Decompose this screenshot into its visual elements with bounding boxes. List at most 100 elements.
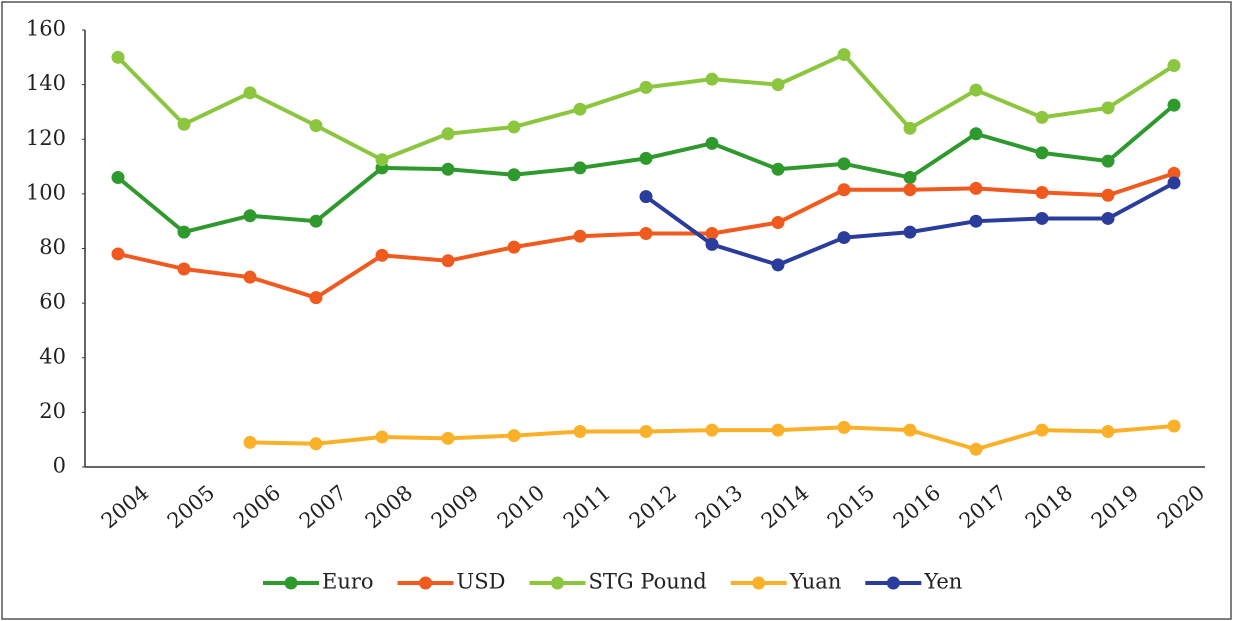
data-point <box>111 50 125 64</box>
data-point <box>705 72 719 86</box>
y-tick-label: 80 <box>39 235 66 259</box>
data-point <box>573 424 587 438</box>
x-tick-label: 2018 <box>1021 480 1077 533</box>
data-point <box>309 437 323 451</box>
data-point <box>771 162 785 176</box>
data-point <box>771 78 785 92</box>
data-point <box>705 423 719 437</box>
data-point <box>837 157 851 171</box>
x-tick-label: 2009 <box>427 480 483 533</box>
data-point <box>903 423 917 437</box>
x-tick-label: 2016 <box>889 480 945 533</box>
data-point <box>1101 101 1115 115</box>
data-point <box>1035 186 1049 200</box>
x-tick-label: 2015 <box>823 480 879 533</box>
data-point <box>1035 211 1049 225</box>
legend-label: Euro <box>322 570 374 594</box>
data-point <box>573 102 587 116</box>
data-point <box>969 181 983 195</box>
series-line <box>116 103 1176 235</box>
data-point <box>309 119 323 133</box>
legend-marker <box>284 576 298 590</box>
x-tick-label: 2011 <box>559 480 615 533</box>
x-tick-label: 2017 <box>955 480 1011 533</box>
data-point <box>837 183 851 197</box>
data-point <box>375 430 389 444</box>
data-point <box>507 168 521 182</box>
data-point <box>111 170 125 184</box>
data-point <box>441 254 455 268</box>
data-point <box>573 229 587 243</box>
x-tick-label: 2007 <box>295 480 351 533</box>
y-tick-label: 40 <box>39 344 66 368</box>
data-point <box>1167 166 1181 180</box>
data-point <box>573 161 587 175</box>
data-point <box>243 270 257 284</box>
x-tick-label: 2020 <box>1153 480 1209 533</box>
x-tick-label: 2019 <box>1087 480 1143 533</box>
x-tick-label: 2010 <box>493 480 549 533</box>
data-point <box>441 162 455 176</box>
data-point <box>639 80 653 94</box>
data-point <box>1167 59 1181 73</box>
x-tick-label: 2014 <box>757 480 813 533</box>
x-tick-label: 2012 <box>625 480 681 533</box>
data-point <box>639 226 653 240</box>
data-point <box>639 151 653 165</box>
data-point <box>1167 176 1181 190</box>
y-tick-label: 160 <box>26 17 66 41</box>
data-point <box>705 226 719 240</box>
data-point <box>177 225 191 239</box>
data-point <box>771 216 785 230</box>
x-tick-label: 2008 <box>361 480 417 533</box>
data-point <box>375 153 389 167</box>
x-tick-label: 2004 <box>97 480 153 533</box>
data-point <box>771 423 785 437</box>
data-point <box>375 248 389 262</box>
y-tick-label: 60 <box>39 290 66 314</box>
y-tick-label: 140 <box>26 71 66 95</box>
legend-marker <box>752 576 766 590</box>
legend-label: Yen <box>923 570 962 594</box>
data-point <box>441 431 455 445</box>
data-point <box>903 121 917 135</box>
legend-label: STG Pound <box>588 570 706 594</box>
y-tick-label: 20 <box>39 399 66 423</box>
data-point <box>1035 146 1049 160</box>
data-point <box>969 442 983 456</box>
data-point <box>969 127 983 141</box>
data-point <box>1101 188 1115 202</box>
data-point <box>507 240 521 254</box>
x-tick-label: 2013 <box>691 480 747 533</box>
data-point <box>243 86 257 100</box>
data-point <box>1101 211 1115 225</box>
data-point <box>705 237 719 251</box>
data-point <box>111 247 125 261</box>
data-point <box>1035 423 1049 437</box>
y-tick-label: 120 <box>26 126 66 150</box>
data-point <box>1167 98 1181 112</box>
data-point <box>771 258 785 272</box>
data-point <box>177 262 191 276</box>
data-point <box>309 291 323 305</box>
x-tick-label: 2005 <box>163 480 219 533</box>
data-point <box>903 183 917 197</box>
data-point <box>309 214 323 228</box>
data-point <box>705 136 719 150</box>
data-point <box>441 127 455 141</box>
data-point <box>837 420 851 434</box>
data-point <box>903 225 917 239</box>
data-point <box>1035 110 1049 124</box>
data-point <box>507 120 521 134</box>
data-point <box>507 429 521 443</box>
data-point <box>639 424 653 438</box>
data-point <box>1101 154 1115 168</box>
data-point <box>177 117 191 131</box>
legend: Euro USD STG Pound Yuan Yen <box>263 570 962 594</box>
data-point <box>903 170 917 184</box>
data-point <box>969 83 983 97</box>
data-point <box>837 48 851 62</box>
legend-label: USD <box>457 570 506 594</box>
